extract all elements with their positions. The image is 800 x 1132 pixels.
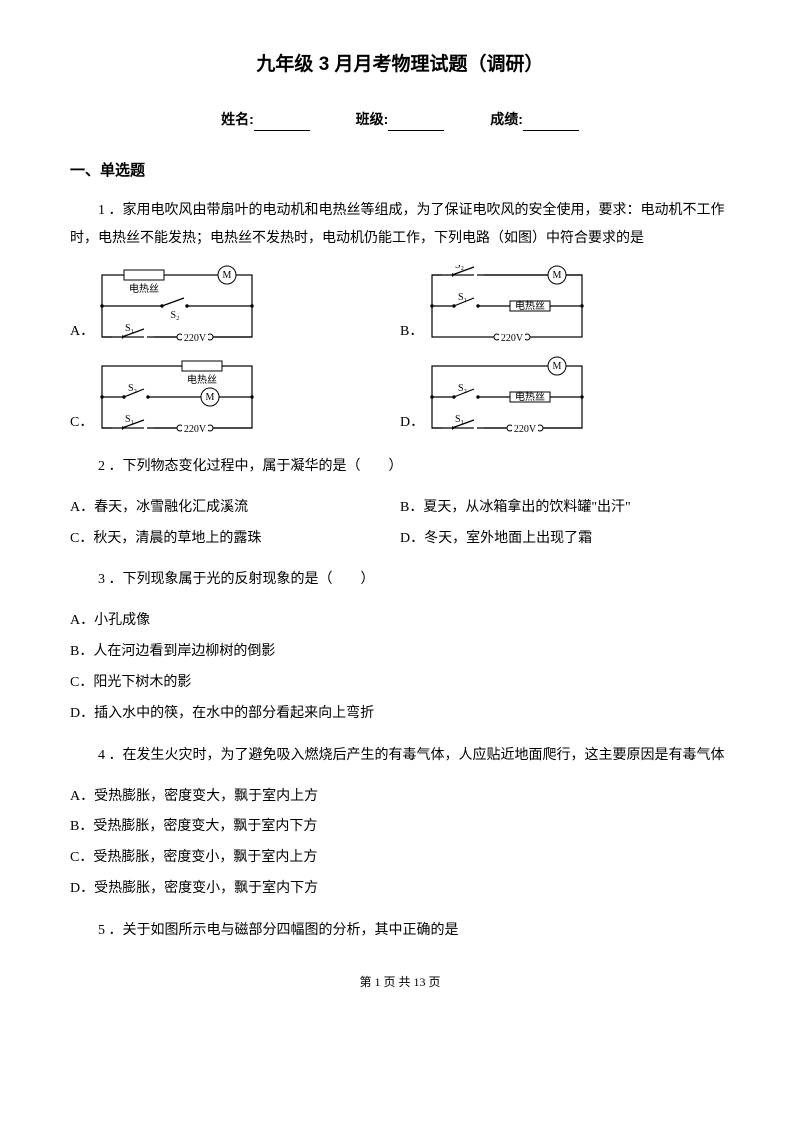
q3-opt-a: A．小孔成像 <box>70 606 730 637</box>
q2-options: A．春天，冰雪融化汇成溪流 B．夏天，从冰箱拿出的饮料罐"出汗" C．秋天，清晨… <box>70 493 730 555</box>
circuit-c: 电热丝 S₂ M S₁ 220V <box>92 356 267 441</box>
svg-text:S₁: S₁ <box>455 414 464 425</box>
svg-text:S₁: S₁ <box>125 414 134 425</box>
q1-opt-d-label: D． <box>400 412 422 440</box>
q2-opt-d: D．冬天，室外地面上出现了霜 <box>400 524 730 555</box>
q3-options: A．小孔成像 B．人在河边看到岸边柳树的倒影 C．阳光下树木的影 D．插入水中的… <box>70 606 730 729</box>
svg-text:220V: 220V <box>501 333 524 344</box>
q4-options: A．受热膨胀，密度变大，飘于室内上方 B．受热膨胀，密度变大，飘于室内下方 C．… <box>70 782 730 905</box>
page-title: 九年级 3 月月考物理试题（调研） <box>70 50 730 80</box>
footer-mid: 页 共 <box>383 975 410 989</box>
svg-text:S₂: S₂ <box>128 383 137 394</box>
svg-text:M: M <box>553 361 562 372</box>
q2-opt-a: A．春天，冰雪融化汇成溪流 <box>70 493 400 524</box>
q4-opt-c: C．受热膨胀，密度变小，飘于室内上方 <box>70 843 730 874</box>
q1-opt-b-label: B． <box>400 321 422 349</box>
page-footer: 第 1 页 共 13 页 <box>70 973 730 992</box>
q1-circuits-row-1: A． M 电热丝 S₂ S₁ 220V B． <box>70 265 730 350</box>
class-label: 班级: <box>356 108 389 130</box>
svg-text:电热丝: 电热丝 <box>129 282 159 295</box>
circuit-d: M S₂ 电热丝 S₁ 220V <box>422 356 597 441</box>
q2-opt-b: B．夏天，从冰箱拿出的饮料罐"出汗" <box>400 493 730 524</box>
svg-text:S₁: S₁ <box>458 292 467 303</box>
q2-text: 2 ．下列物态变化过程中，属于凝华的是（ ） <box>70 453 730 481</box>
svg-text:M: M <box>553 270 562 281</box>
q1-opt-c-label: C． <box>70 412 92 440</box>
name-blank[interactable] <box>254 115 310 131</box>
circuit-a: M 电热丝 S₂ S₁ 220V <box>92 265 267 350</box>
svg-text:电热丝: 电热丝 <box>515 299 545 312</box>
q3-opt-b: B．人在河边看到岸边柳树的倒影 <box>70 637 730 668</box>
circuit-b: S₂ M S₁ 电热丝 220V <box>422 265 597 350</box>
q4-opt-d: D．受热膨胀，密度变小，飘于室内下方 <box>70 874 730 905</box>
footer-right: 页 <box>429 975 441 989</box>
name-label: 姓名: <box>221 108 254 130</box>
svg-text:M: M <box>206 392 215 403</box>
q1-opt-a-label: A． <box>70 321 92 349</box>
svg-text:电热丝: 电热丝 <box>515 390 545 403</box>
class-blank[interactable] <box>388 115 444 131</box>
svg-text:S₂: S₂ <box>455 265 464 271</box>
q4-text: 4 ．在发生火灾时，为了避免吸入燃烧后产生的有毒气体，人应贴近地面爬行，这主要原… <box>70 742 730 770</box>
q4-opt-a: A．受热膨胀，密度变大，飘于室内上方 <box>70 782 730 813</box>
q5-text: 5 ．关于如图所示电与磁部分四幅图的分析，其中正确的是 <box>70 917 730 945</box>
score-blank[interactable] <box>523 115 579 131</box>
svg-text:电热丝: 电热丝 <box>187 373 217 386</box>
footer-page: 1 <box>374 975 380 989</box>
footer-total: 13 <box>414 975 426 989</box>
section-1-heading: 一、单选题 <box>70 159 730 183</box>
svg-text:M: M <box>223 270 232 281</box>
student-info-row: 姓名: 班级: 成绩: <box>70 108 730 130</box>
svg-text:220V: 220V <box>514 424 537 435</box>
svg-text:220V: 220V <box>184 333 207 344</box>
score-label: 成绩: <box>490 108 523 130</box>
svg-text:S₂: S₂ <box>458 383 467 394</box>
svg-text:S₂: S₂ <box>170 310 179 321</box>
q3-text: 3 ．下列现象属于光的反射现象的是（ ） <box>70 566 730 594</box>
svg-text:S₁: S₁ <box>125 323 134 334</box>
q1-circuits-row-2: C． 电热丝 S₂ M S₁ 220V D． M <box>70 356 730 441</box>
svg-text:220V: 220V <box>184 424 207 435</box>
q2-opt-c: C．秋天，清晨的草地上的露珠 <box>70 524 400 555</box>
q3-opt-d: D．插入水中的筷，在水中的部分看起来向上弯折 <box>70 699 730 730</box>
q3-opt-c: C．阳光下树木的影 <box>70 668 730 699</box>
q4-opt-b: B．受热膨胀，密度变大，飘于室内下方 <box>70 812 730 843</box>
footer-left: 第 <box>359 975 371 989</box>
q1-text: 1 ．家用电吹风由带扇叶的电动机和电热丝等组成，为了保证电吹风的安全使用，要求：… <box>70 197 730 253</box>
